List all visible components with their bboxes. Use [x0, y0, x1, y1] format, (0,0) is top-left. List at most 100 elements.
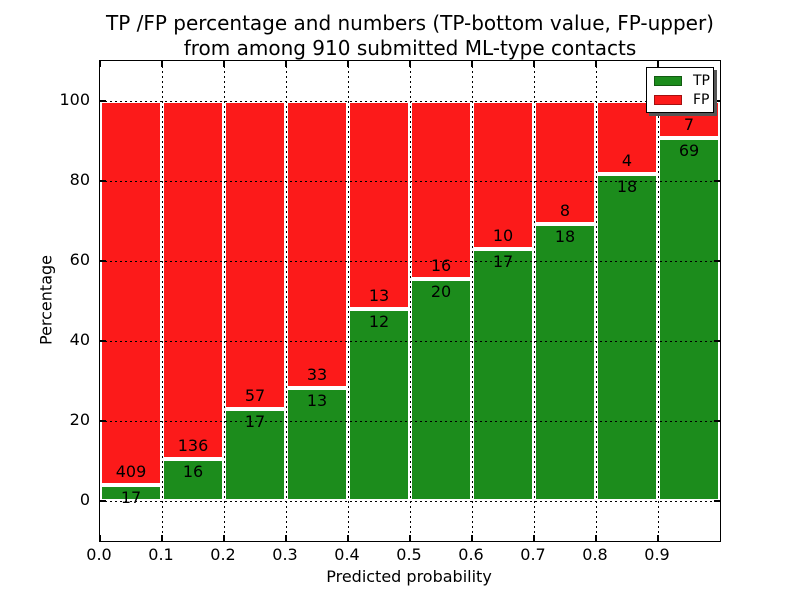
x-tick-bottom-0.4: [347, 535, 349, 541]
bar-segment-fp-1: [162, 101, 224, 459]
y-tick-label-100: 100: [59, 90, 90, 109]
bar-segment-tp-0: [100, 485, 162, 501]
x-tick-label-0.5: 0.5: [396, 545, 422, 564]
y-tick-label-80: 80: [69, 170, 90, 189]
bar-segment-fp-5: [410, 101, 472, 279]
gridline-v-0.8: [595, 61, 597, 541]
legend-item-tp: TP: [654, 74, 713, 88]
x-tick-label-0.7: 0.7: [520, 545, 546, 564]
bar-value-fp-5: 16: [430, 255, 452, 275]
x-tick-label-0.6: 0.6: [458, 545, 484, 564]
bar-value-tp-7: 18: [554, 227, 576, 247]
y-tick-left-40: [100, 340, 106, 342]
y-tick-right-0: [714, 500, 720, 502]
x-tick-bottom-0.2: [223, 535, 225, 541]
legend-swatch-fp: [654, 94, 682, 105]
bar-value-tp-9: 69: [678, 140, 700, 160]
gridline-v-0.4: [347, 61, 349, 541]
bar-segment-fp-3: [286, 101, 348, 388]
y-tick-left-20: [100, 420, 106, 422]
x-tick-bottom-0.6: [471, 535, 473, 541]
x-tick-bottom-0.3: [285, 535, 287, 541]
x-tick-top-0.2: [223, 61, 225, 67]
x-tick-bottom-0.1: [161, 535, 163, 541]
x-tick-top-0.4: [347, 61, 349, 67]
bar-segment-fp-4: [348, 101, 410, 309]
y-tick-left-100: [100, 100, 106, 102]
legend: TP FP: [646, 67, 714, 113]
x-tick-label-0.1: 0.1: [148, 545, 174, 564]
bar-segment-tp-8: [596, 173, 658, 501]
gridline-v-0.6: [471, 61, 473, 541]
y-tick-label-60: 60: [69, 250, 90, 269]
bar-segment-fp-7: [534, 101, 596, 225]
x-tick-top-0.8: [595, 61, 597, 67]
y-axis-label: Percentage: [36, 254, 56, 346]
x-tick-bottom-0.7: [533, 535, 535, 541]
bar-segment-tp-5: [410, 278, 472, 501]
bar-segment-tp-3: [286, 387, 348, 501]
x-tick-top-0.6: [471, 61, 473, 67]
y-tick-left-80: [100, 180, 106, 182]
bar-value-fp-8: 4: [621, 150, 633, 170]
x-tick-bottom-0.9: [657, 535, 659, 541]
bar-value-fp-0: 409: [115, 462, 147, 482]
chart-title: TP /FP percentage and numbers (TP-bottom…: [0, 11, 800, 61]
legend-item-fp: FP: [654, 93, 713, 107]
y-tick-left-60: [100, 260, 106, 262]
bar-value-tp-4: 12: [368, 312, 390, 331]
bar-value-tp-5: 20: [430, 281, 452, 301]
chart-title-line1: TP /FP percentage and numbers (TP-bottom…: [106, 11, 714, 35]
bar-segment-tp-9: [658, 137, 720, 501]
y-tick-right-100: [714, 100, 720, 102]
y-tick-label-40: 40: [69, 330, 90, 349]
x-tick-label-0.4: 0.4: [334, 545, 360, 564]
gridline-v-0.3: [285, 61, 287, 541]
y-tick-right-60: [714, 260, 720, 262]
x-tick-top-0.7: [533, 61, 535, 67]
y-tick-label-20: 20: [69, 410, 90, 429]
x-tick-bottom-0.5: [409, 535, 411, 541]
bar-value-fp-9: 7: [683, 114, 695, 134]
bar-segment-tp-1: [162, 458, 224, 501]
bar-value-fp-2: 57: [244, 386, 266, 406]
gridline-v-0.5: [409, 61, 411, 541]
bar-value-tp-0: 17: [120, 488, 142, 508]
legend-label-tp: TP: [693, 72, 710, 89]
x-axis-label: Predicted probability: [326, 567, 492, 586]
bar-value-fp-4: 13: [368, 286, 390, 305]
bar-value-tp-1: 16: [182, 461, 204, 481]
legend-swatch-tp: [654, 75, 682, 86]
x-tick-top-0.0: [99, 61, 101, 67]
bar-value-fp-3: 33: [306, 364, 328, 384]
gridline-v-0.1: [161, 61, 163, 541]
bar-value-tp-6: 17: [492, 252, 514, 272]
x-tick-label-0.8: 0.8: [582, 545, 608, 564]
bar-value-tp-3: 13: [306, 390, 328, 410]
legend-label-fp: FP: [693, 91, 710, 108]
x-tick-top-0.5: [409, 61, 411, 67]
gridline-v-0.9: [657, 61, 659, 541]
bar-segment-tp-7: [534, 224, 596, 501]
x-tick-top-0.1: [161, 61, 163, 67]
bar-segment-fp-2: [224, 101, 286, 410]
plot-area: 409 17 136 16 57 17 33 13 13 12 16 20 10 17 8 18 4 18 7 69 …: [99, 60, 721, 542]
bar-value-tp-2: 17: [244, 412, 266, 432]
gridline-v-0.2: [223, 61, 225, 541]
y-tick-left-0: [100, 500, 106, 502]
y-tick-right-40: [714, 340, 720, 342]
y-tick-right-20: [714, 420, 720, 422]
x-tick-label-0.3: 0.3: [272, 545, 298, 564]
x-tick-bottom-0.0: [99, 535, 101, 541]
bar-value-fp-1: 136: [177, 435, 209, 455]
x-tick-label-0.0: 0.0: [86, 545, 112, 564]
y-tick-label-0: 0: [79, 490, 90, 509]
bar-segment-tp-2: [224, 409, 286, 501]
x-tick-top-0.9: [657, 61, 659, 67]
bar-value-tp-8: 18: [616, 176, 638, 196]
bar-segment-fp-8: [596, 101, 658, 174]
chart-title-line2: from among 910 submitted ML-type contact…: [183, 36, 637, 60]
x-tick-bottom-0.8: [595, 535, 597, 541]
x-tick-label-0.9: 0.9: [644, 545, 670, 564]
bar-segment-fp-6: [472, 101, 534, 250]
